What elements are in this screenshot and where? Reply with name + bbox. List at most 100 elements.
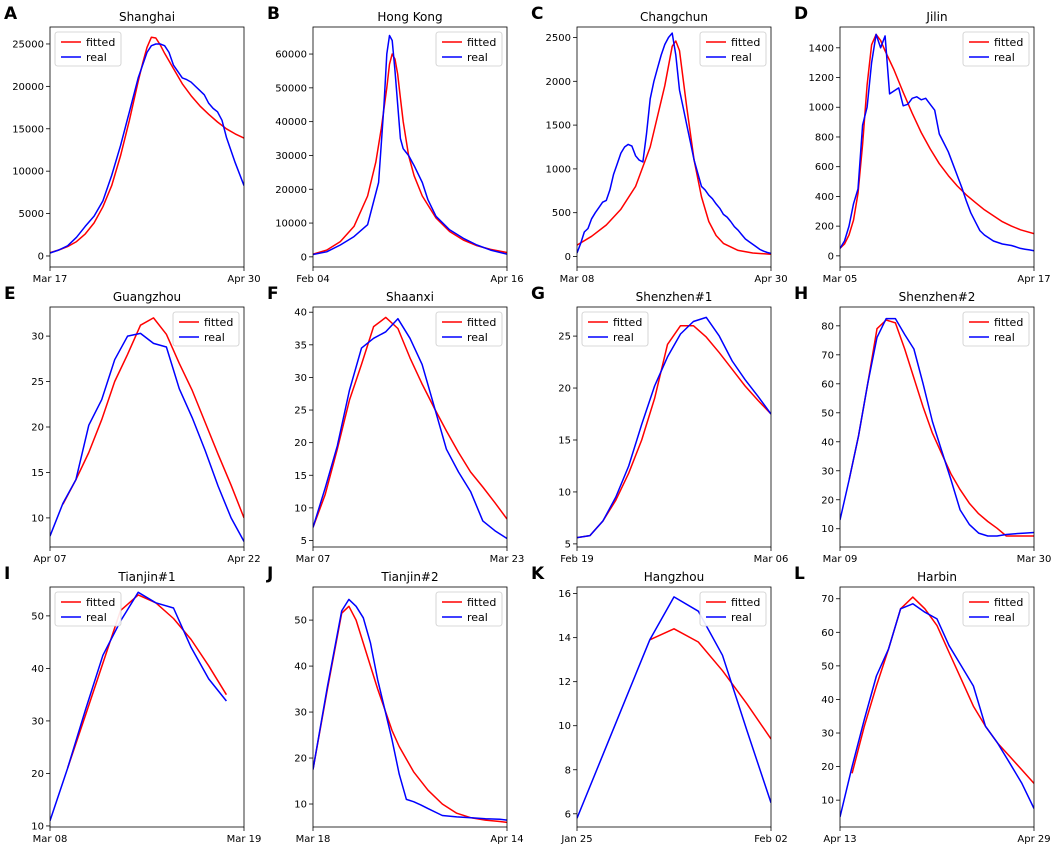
panel-a-title: Shanghai (119, 10, 175, 24)
panel-l-axes-frame (839, 586, 1035, 828)
panel-l-legend: fitted real (962, 591, 1030, 627)
panel-g-legend: fitted real (581, 311, 649, 347)
panel-e-x-tick-label: Apr 22 (227, 554, 260, 565)
panel-a-y-tick-label: 15000 (12, 124, 44, 135)
panel-a-letter: A (4, 4, 18, 24)
panel-h-y-tick-label: 70 (821, 350, 834, 361)
panel-h-legend: fitted real (962, 311, 1030, 347)
panel-b-y-tick-label: 30000 (275, 151, 307, 162)
panel-c-y-tick-label: 2500 (546, 33, 571, 44)
panel-k-y-tick-label: 6 (565, 809, 571, 820)
panel-k-title: Hangzhou (644, 570, 704, 584)
panel-k-legend-fitted-label: fitted (731, 596, 760, 609)
panel-d: D Jilin 0 200 400 600 800 1000 1200 1400 Mar 05 Apr… (794, 4, 1051, 285)
panel-h-letter: H (794, 284, 808, 304)
panel-a-legend: fitted real (54, 31, 122, 67)
panel-k-letter: K (531, 564, 545, 584)
panel-d-y-tick-label: 800 (815, 132, 834, 143)
panel-i: I Tianjin#1 10 20 30 40 50 Mar 08 Mar 19 fitted re… (4, 564, 261, 845)
panel-h-axes-frame (839, 306, 1035, 548)
panel-l-series-fitted-line (851, 596, 1034, 784)
panel-c-legend: fitted real (699, 31, 767, 67)
panel-k-x-tick-label: Jan 25 (560, 834, 592, 845)
panel-k: K Hangzhou 6 8 10 12 14 16 Jan 25 Feb 02 fitted rea… (531, 564, 788, 845)
panel-h-y-tick-label: 50 (821, 408, 834, 419)
panel-c-y-tick-label: 2000 (546, 77, 571, 88)
panel-c: C Changchun 0 500 1000 1500 2000 2500 Mar 08 Apr … (531, 4, 788, 285)
panel-e-y-tick-label: 10 (31, 513, 44, 524)
panel-i-x-tick-label: Mar 08 (33, 834, 68, 845)
panel-l-legend-real-label: real (994, 611, 1015, 624)
panel-b-y-tick-label: 10000 (275, 219, 307, 230)
panel-b-x-tick-label: Feb 04 (296, 274, 330, 285)
panel-b-legend-real-label: real (467, 51, 488, 64)
panel-j-y-tick-label: 40 (294, 662, 307, 673)
panel-h-y-tick-label: 10 (821, 524, 834, 535)
panel-l-y-tick-label: 20 (821, 762, 834, 773)
panel-l-y-tick-label: 60 (821, 628, 834, 639)
panel-g-x-tick-label: Mar 06 (754, 554, 789, 565)
panel-j-axes-frame (312, 586, 508, 828)
panel-f-legend-fitted-label: fitted (467, 316, 496, 329)
panel-l-y-tick-label: 40 (821, 695, 834, 706)
panel-d-y-tick-label: 600 (815, 162, 834, 173)
panel-i-series-real-line (50, 591, 227, 821)
panel-i-y-tick-label: 10 (31, 821, 44, 832)
panel-c-legend-fitted-label: fitted (731, 36, 760, 49)
panel-e-legend-fitted-label: fitted (204, 316, 233, 329)
panel-j-series-real-line (313, 598, 507, 821)
panel-c-series-fitted-line (577, 40, 771, 256)
panel-c-y-tick-label: 0 (565, 252, 571, 263)
panel-g-y-tick-label: 5 (565, 539, 571, 550)
panel-j-y-tick-label: 10 (294, 800, 307, 811)
panel-f-y-tick-label: 15 (294, 471, 307, 482)
panel-k-series-fitted-line (649, 628, 771, 740)
panel-k-y-tick-label: 14 (558, 633, 571, 644)
panel-i-series-fitted-line (66, 594, 228, 769)
panel-f-y-tick-label: 30 (294, 373, 307, 384)
panel-k-y-tick-label: 8 (565, 765, 571, 776)
panel-l: L Harbin 10 20 30 40 50 60 70 Apr 13 Apr 29 fitted r… (794, 564, 1051, 845)
panel-a-x-tick-label: Mar 17 (33, 274, 68, 285)
panel-i-y-tick-label: 20 (31, 769, 44, 780)
panel-l-x-tick-label: Apr 29 (1017, 834, 1050, 845)
panel-d-y-tick-label: 1000 (809, 103, 834, 114)
panel-f-x-tick-label: Mar 23 (490, 554, 525, 565)
panel-i-x-tick-label: Mar 19 (227, 834, 262, 845)
panel-g-y-tick-label: 20 (558, 384, 571, 395)
panel-h-title: Shenzhen#2 (899, 290, 976, 304)
panel-k-axes-frame (576, 586, 772, 828)
panel-h-legend-real-label: real (994, 331, 1015, 344)
panel-g-y-tick-label: 25 (558, 332, 571, 343)
panel-c-x-tick-label: Apr 30 (754, 274, 787, 285)
panel-f-x-tick-label: Mar 07 (296, 554, 331, 565)
panel-d-y-tick-label: 400 (815, 192, 834, 203)
panel-b-axes-frame (312, 26, 508, 268)
panel-b-title: Hong Kong (377, 10, 442, 24)
panel-a-y-tick-label: 20000 (12, 82, 44, 93)
panel-h-y-tick-label: 80 (821, 321, 834, 332)
panel-h: H Shenzhen#2 10 20 30 40 50 60 70 80 Mar 09 Mar 30 f… (794, 284, 1051, 565)
panel-d-y-tick-label: 200 (815, 222, 834, 233)
panel-b-y-tick-label: 60000 (275, 50, 307, 61)
panel-c-legend-real-label: real (731, 51, 752, 64)
panel-d-legend-fitted-label: fitted (994, 36, 1023, 49)
panel-a-y-tick-label: 5000 (19, 209, 44, 220)
panel-f-series-real-line (313, 317, 507, 540)
panel-f-legend-real-label: real (467, 331, 488, 344)
panel-b: B Hong Kong 0 10000 20000 30000 40000 50000 6000… (267, 4, 524, 285)
panel-h-x-tick-label: Mar 30 (1017, 554, 1052, 565)
panel-d-x-tick-label: Apr 17 (1017, 274, 1050, 285)
panel-g-legend-fitted-label: fitted (613, 316, 642, 329)
panel-b-y-tick-label: 0 (301, 252, 307, 263)
panel-d-series-fitted-line (840, 33, 1034, 249)
panel-g-title: Shenzhen#1 (636, 290, 713, 304)
panel-a-x-tick-label: Apr 30 (227, 274, 260, 285)
panel-e: E Guangzhou 10 15 20 25 30 Apr 07 Apr 22 fitted re… (4, 284, 261, 565)
panel-f-title: Shaanxi (386, 290, 434, 304)
panel-j-x-tick-label: Mar 18 (296, 834, 331, 845)
panel-j-y-tick-label: 20 (294, 754, 307, 765)
panel-d-letter: D (794, 4, 808, 24)
panel-a-y-tick-label: 25000 (12, 39, 44, 50)
panel-j-legend-fitted-label: fitted (467, 596, 496, 609)
